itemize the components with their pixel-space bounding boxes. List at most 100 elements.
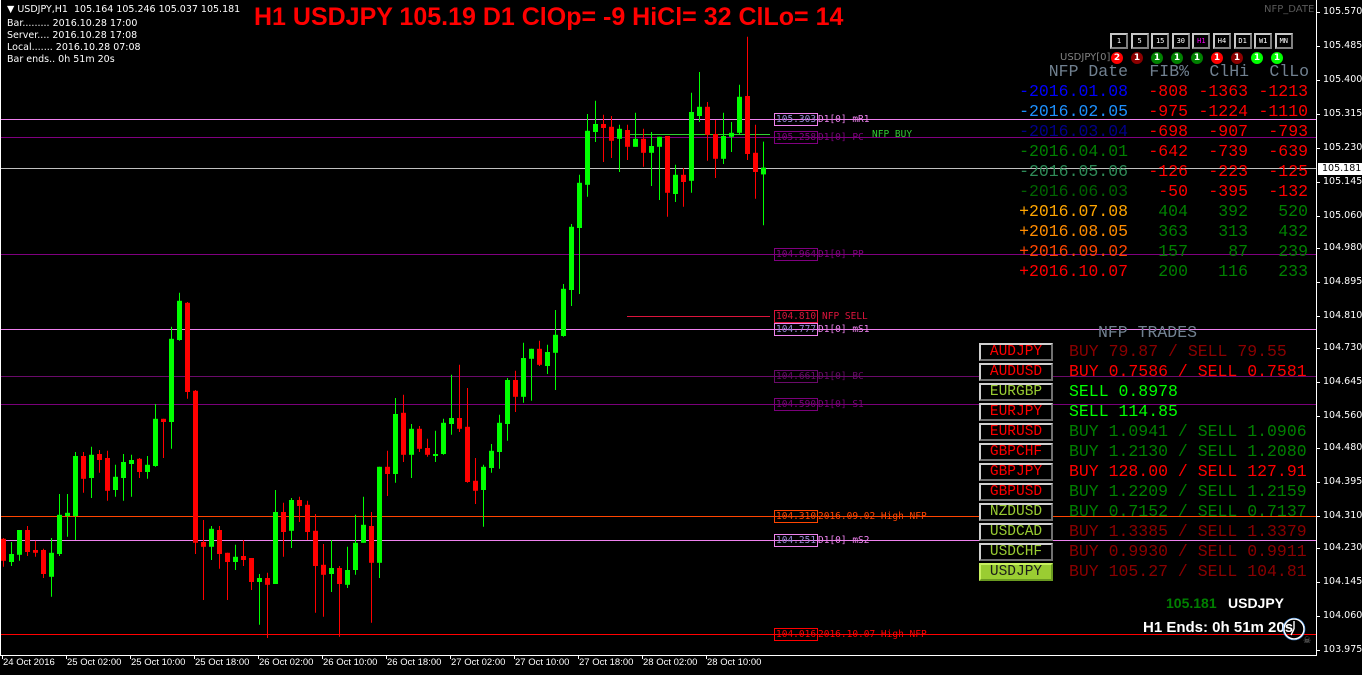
candle-body <box>1 538 6 561</box>
pair-button-gbpchf[interactable]: GBPCHF <box>979 443 1053 461</box>
candle-body <box>681 174 686 182</box>
time-tick-label: 25 Oct 18:00 <box>195 657 250 668</box>
signal-label: USDJPY[0] <box>1060 52 1111 63</box>
candle-body <box>265 578 270 585</box>
price-tick <box>1316 448 1320 449</box>
price-tick-label: 104.230 <box>1323 542 1362 553</box>
candle-body <box>201 542 206 547</box>
symbol-ohlc-header[interactable]: ▼ USDJPY,H1 105.164 105.246 105.037 105.… <box>7 4 240 15</box>
candle-body <box>9 554 14 562</box>
candle-body <box>385 466 390 474</box>
price-tick-label: 104.645 <box>1323 376 1362 387</box>
candle <box>249 558 254 590</box>
candle <box>41 548 46 578</box>
candle-body <box>745 96 750 154</box>
pair-button-nzdusd[interactable]: NZDUSD <box>979 503 1053 521</box>
candle <box>337 566 342 637</box>
price-tick <box>1316 216 1320 217</box>
timeframe-button-h4[interactable]: H4 <box>1213 33 1231 49</box>
candle-body <box>113 476 118 490</box>
candle <box>545 344 550 374</box>
candle-body <box>89 454 94 478</box>
level-value-box: 104.810 <box>774 309 819 323</box>
timeframe-button-30[interactable]: 30 <box>1171 33 1190 49</box>
timeframe-button-1[interactable]: 1 <box>1110 33 1128 49</box>
nfp-cell-cllo: -125 <box>1268 162 1308 181</box>
pair-button-gbpusd[interactable]: GBPUSD <box>979 483 1053 501</box>
trade-text: SELL 114.85 <box>1069 402 1178 421</box>
candle <box>473 458 478 504</box>
timeframe-button-h1[interactable]: H1 <box>1192 33 1211 49</box>
pair-button-audusd[interactable]: AUDUSD <box>979 363 1053 381</box>
time-tick-label: 26 Oct 10:00 <box>323 657 378 668</box>
candle-body <box>393 414 398 474</box>
time-tick <box>322 655 323 659</box>
timeframe-button-w1[interactable]: W1 <box>1254 33 1273 49</box>
pair-button-usdchf[interactable]: USDCHF <box>979 543 1053 561</box>
nfp-cell-cllo: -1213 <box>1258 82 1308 101</box>
nfp-cell-cllo: -793 <box>1268 122 1308 141</box>
time-tick-label: 27 Oct 02:00 <box>451 657 506 668</box>
candle-body <box>185 302 190 392</box>
candle-body <box>25 530 30 552</box>
candle <box>169 326 174 449</box>
level-text: D1[0] PP <box>818 248 864 260</box>
price-tick-label: 104.310 <box>1323 510 1362 521</box>
level-lines <box>0 119 1316 635</box>
pair-button-eurgbp[interactable]: EURGBP <box>979 383 1053 401</box>
signal-circle: 1 <box>1251 52 1263 64</box>
timeframe-button-d1[interactable]: D1 <box>1233 33 1252 49</box>
nfp-cell-clhi: 392 <box>1218 202 1248 221</box>
price-tick <box>1316 282 1320 283</box>
time-tick-label: 25 Oct 02:00 <box>67 657 122 668</box>
timeframe-button-5[interactable]: 5 <box>1130 33 1149 49</box>
candle-body <box>449 418 454 424</box>
pair-button-eurjpy[interactable]: EURJPY <box>979 403 1053 421</box>
level-text: D1[0] mS1 <box>818 323 870 335</box>
candle-body <box>737 96 742 133</box>
timeframe-button-15[interactable]: 15 <box>1151 33 1170 49</box>
pair-button-gbpjpy[interactable]: GBPJPY <box>979 463 1053 481</box>
timeframe-button-mn[interactable]: MN <box>1274 33 1293 49</box>
nfp-cell-date: -2016.02.05 <box>1019 102 1128 121</box>
level-value-box: 104.964 <box>774 247 819 261</box>
candle <box>297 496 302 522</box>
candle-body <box>249 558 254 582</box>
nfp-cell-fib: -50 <box>1158 182 1188 201</box>
candle <box>617 124 622 172</box>
pair-button-eurusd[interactable]: EURUSD <box>979 423 1053 441</box>
candle <box>657 136 662 200</box>
nfp-cell-fib: 404 <box>1158 202 1188 221</box>
candle <box>409 424 414 478</box>
pair-button-usdjpy[interactable]: USDJPY <box>979 563 1053 581</box>
dropdown-triangle-icon[interactable]: ▼ <box>7 4 15 15</box>
symbol-ohlc-text: USDJPY,H1 105.164 105.246 105.037 105.18… <box>17 4 241 15</box>
candle <box>505 378 510 441</box>
candle <box>353 514 358 575</box>
candle <box>641 128 646 167</box>
candle-body <box>17 530 22 555</box>
candle <box>753 124 758 199</box>
level-text: D1[0] BC <box>818 370 864 382</box>
nfp-cell-date: +2016.09.02 <box>1019 242 1128 261</box>
candle <box>257 574 262 625</box>
candle <box>281 502 286 557</box>
candle <box>129 454 134 497</box>
price-tick-label: 105.570 <box>1323 6 1362 17</box>
price-tick <box>1316 12 1320 13</box>
time-tick <box>450 655 451 659</box>
pair-button-usdcad[interactable]: USDCAD <box>979 523 1053 541</box>
nfp-cell-clhi: -739 <box>1208 142 1248 161</box>
nfp-cell-fib: -808 <box>1148 82 1188 101</box>
candle-body <box>561 288 566 336</box>
candle <box>177 292 182 341</box>
pair-button-audjpy[interactable]: AUDJPY <box>979 343 1053 361</box>
nfp-cell-cllo: 239 <box>1278 242 1308 261</box>
nfp-cell-cllo: -639 <box>1268 142 1308 161</box>
level-value-box: 104.016 <box>774 627 819 641</box>
candle <box>601 114 606 162</box>
candle-body <box>601 124 606 128</box>
candle <box>553 310 558 390</box>
candle-body <box>241 556 246 560</box>
